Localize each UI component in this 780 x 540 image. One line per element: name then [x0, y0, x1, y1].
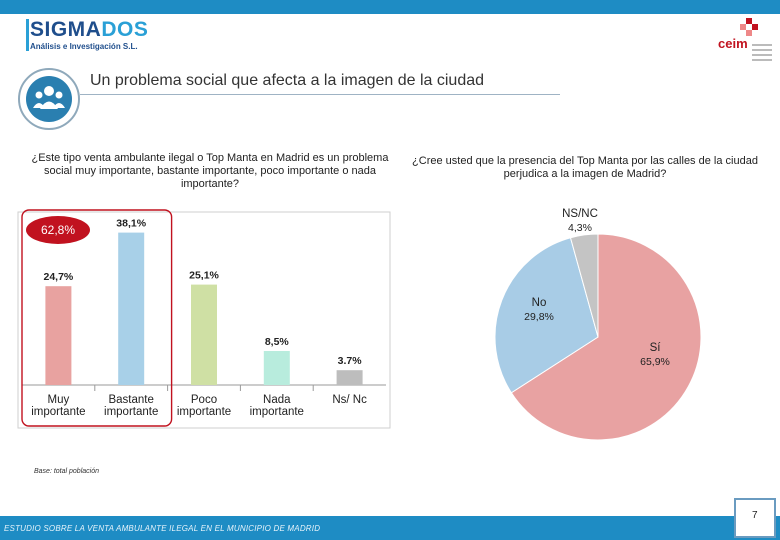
bar-category-label-0-1: importante — [31, 406, 85, 418]
bar-category-label-3-1: importante — [250, 406, 304, 418]
bar-2 — [191, 284, 217, 385]
page-number-box — [734, 498, 776, 538]
bar-3 — [263, 351, 290, 385]
logo-name-part2: DOS — [101, 18, 149, 41]
title-underline — [80, 94, 560, 95]
ceim-logo-text: ceim — [718, 36, 748, 51]
pie-slice-label-2: NS/NC — [562, 208, 598, 220]
pie-slice-1 — [494, 237, 599, 394]
bar-chart: 24,7%Muyimportante38,1%Bastanteimportant… — [17, 209, 391, 429]
logo-name: SIGMADOS — [30, 18, 148, 42]
logo-name-part1: SIGMA — [30, 18, 102, 41]
bar-category-label-3-0: Nada — [263, 394, 291, 406]
footer-text: ESTUDIO SOBRE LA VENTA AMBULANTE ILEGAL … — [4, 524, 321, 533]
highlight-badge-label: 62,8% — [41, 223, 75, 237]
bar-value-label-4: 3.7% — [338, 355, 363, 367]
pie-chart: Sí 65,9% No 29,8% NS/NC 4,3% — [494, 208, 702, 441]
bar-category-label-1-0: Bastante — [108, 394, 153, 406]
bar-category-label-0-0: Muy — [48, 394, 70, 406]
sigmados-logo: SIGMADOS Análisis e Investigación S.L. — [26, 18, 186, 52]
ceim-mark-icon — [740, 18, 758, 36]
highlight-outline — [21, 209, 173, 427]
footer-bar — [0, 516, 780, 540]
bar-plot-frame — [17, 211, 391, 429]
logo-subtitle: Análisis e Investigación S.L. — [30, 42, 138, 51]
logo-accent-bar — [26, 19, 29, 51]
pie-chart-question: ¿Cree usted que la presencia del Top Man… — [412, 155, 758, 180]
base-note: Base: total población — [34, 468, 99, 475]
pie-slice-value-0: 65,9% — [640, 356, 670, 368]
pie-slice-label-0: Sí — [650, 342, 662, 354]
slide-title-block: Un problema social que afecta a la image… — [10, 60, 570, 140]
pie-slice-label-1: No — [532, 297, 547, 309]
ceim-caption-lines — [752, 44, 772, 64]
pie-slice-0 — [510, 233, 702, 441]
title-icon-ring — [18, 68, 80, 130]
top-accent-bar — [0, 0, 780, 14]
highlight-badge — [26, 216, 90, 244]
bar-value-label-0: 24,7% — [44, 271, 74, 283]
bar-chart-question: ¿Este tipo venta ambulante ilegal o Top … — [31, 152, 389, 190]
bar-value-label-1: 38,1% — [116, 218, 146, 230]
bar-value-label-2: 25,1% — [189, 270, 219, 282]
pie-slice-value-2: 4,3% — [568, 222, 592, 234]
bar-category-label-4-0: Ns/ Nc — [332, 394, 367, 406]
bar-category-label-2-1: importante — [177, 406, 231, 418]
bar-category-label-2-0: Poco — [191, 394, 217, 406]
pie-slice-2 — [569, 233, 599, 338]
bar-0 — [45, 286, 72, 385]
ceim-logo: ceim — [716, 18, 776, 68]
page-number: 7 — [752, 510, 758, 521]
bar-category-label-1-1: importante — [104, 406, 158, 418]
pie-slice-value-1: 29,8% — [524, 311, 554, 323]
page-title: Un problema social que afecta a la image… — [90, 72, 485, 89]
bar-4 — [336, 370, 363, 385]
people-group-icon — [26, 76, 72, 122]
bar-1 — [118, 232, 145, 385]
bar-value-label-3: 8,5% — [265, 336, 290, 348]
